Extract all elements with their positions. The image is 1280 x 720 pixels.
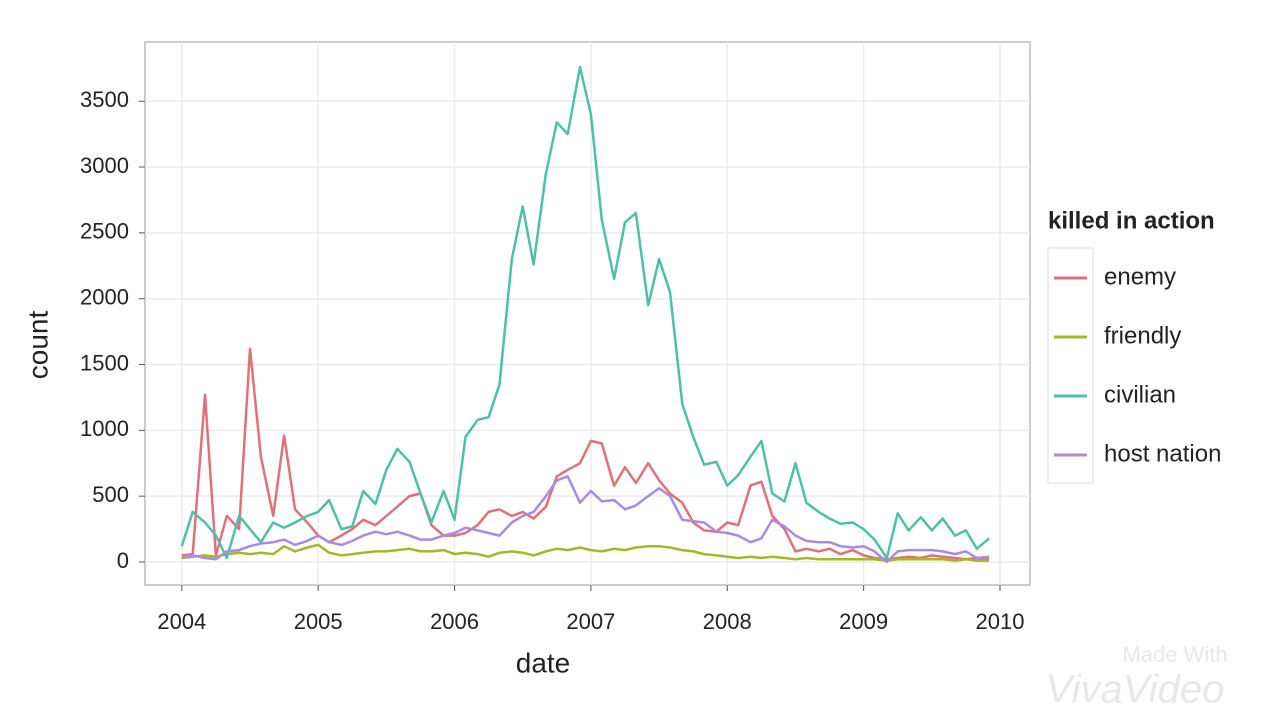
y-tick-label: 3000 (80, 153, 129, 178)
x-tick-label: 2007 (566, 609, 615, 634)
x-tick-label: 2009 (839, 609, 888, 634)
x-tick-label: 2008 (703, 609, 752, 634)
series-line (181, 475, 990, 564)
legend-title: killed in action (1048, 207, 1215, 234)
watermark: VivaVideo (1046, 668, 1225, 712)
series-line (180, 65, 990, 560)
x-tick-label: 2006 (430, 609, 479, 634)
x-tick-label: 2004 (157, 609, 206, 634)
x-tick-label: 2010 (976, 609, 1025, 634)
y-tick-label: 3500 (80, 87, 129, 112)
y-tick-label: 1500 (80, 350, 129, 375)
legend-label: enemy (1104, 263, 1176, 290)
series-line (181, 543, 990, 562)
x-axis-label: date (516, 647, 571, 678)
legend-label: friendly (1104, 322, 1181, 349)
legend-box (1047, 247, 1094, 484)
y-axis-label: count (22, 311, 53, 380)
y-tick-label: 0 (117, 548, 129, 573)
x-tick-label: 2005 (294, 609, 343, 634)
watermark: Made With (1122, 642, 1227, 667)
y-tick-label: 500 (92, 482, 129, 507)
y-tick-label: 1000 (80, 416, 129, 441)
plot-panel (144, 41, 1031, 586)
y-tick-label: 2500 (80, 219, 129, 244)
series-line (181, 347, 990, 561)
legend-label: host nation (1104, 440, 1221, 467)
legend-label: civilian (1104, 381, 1176, 408)
y-tick-label: 2000 (80, 285, 129, 310)
